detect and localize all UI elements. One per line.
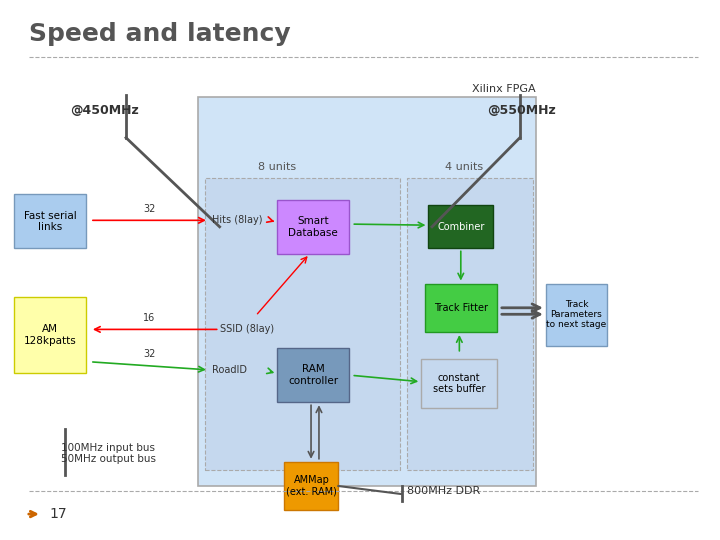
FancyBboxPatch shape <box>277 348 349 402</box>
Text: Speed and latency: Speed and latency <box>29 22 290 45</box>
Text: AM
128kpatts: AM 128kpatts <box>24 324 77 346</box>
Text: 16: 16 <box>143 313 156 323</box>
Text: constant
sets buffer: constant sets buffer <box>433 373 485 394</box>
FancyBboxPatch shape <box>205 178 400 470</box>
Text: Xilinx FPGA: Xilinx FPGA <box>472 84 536 94</box>
Text: @550MHz: @550MHz <box>487 104 557 117</box>
Text: 32: 32 <box>143 349 156 360</box>
Text: 4 units: 4 units <box>446 163 483 172</box>
Text: 17: 17 <box>49 507 66 521</box>
Text: @450MHz: @450MHz <box>70 104 139 117</box>
Text: SSID (8lay): SSID (8lay) <box>220 325 274 334</box>
Text: 8 units: 8 units <box>258 163 296 172</box>
FancyBboxPatch shape <box>428 205 493 248</box>
FancyBboxPatch shape <box>14 297 86 373</box>
FancyBboxPatch shape <box>14 194 86 248</box>
FancyBboxPatch shape <box>198 97 536 486</box>
FancyBboxPatch shape <box>284 462 338 510</box>
Text: Hits (8lay): Hits (8lay) <box>212 215 263 225</box>
Text: Combiner: Combiner <box>437 222 485 232</box>
FancyBboxPatch shape <box>277 200 349 254</box>
Text: 100MHz input bus
50MHz output bus: 100MHz input bus 50MHz output bus <box>61 443 156 464</box>
Text: Track Fitter: Track Fitter <box>433 303 488 313</box>
Text: RAM
controller: RAM controller <box>288 364 338 386</box>
Text: RoadID: RoadID <box>212 365 248 375</box>
Text: Smart
Database: Smart Database <box>288 216 338 238</box>
Text: 32: 32 <box>143 204 156 214</box>
Text: 800MHz DDR: 800MHz DDR <box>407 487 480 496</box>
FancyBboxPatch shape <box>546 284 607 346</box>
Text: AMMap
(ext. RAM): AMMap (ext. RAM) <box>286 475 337 497</box>
FancyBboxPatch shape <box>425 284 497 332</box>
Text: Track
Parameters
to next stage: Track Parameters to next stage <box>546 300 606 329</box>
FancyBboxPatch shape <box>421 359 497 408</box>
FancyBboxPatch shape <box>407 178 533 470</box>
Text: Fast serial
links: Fast serial links <box>24 211 77 232</box>
